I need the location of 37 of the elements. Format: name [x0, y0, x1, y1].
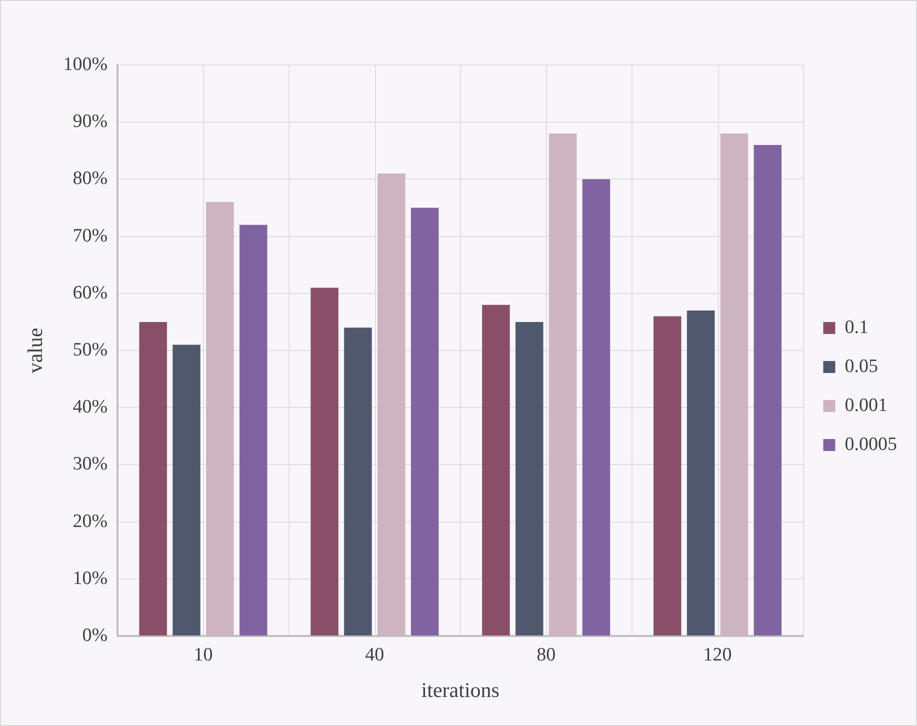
bar — [516, 322, 544, 636]
bar — [139, 322, 167, 636]
y-tick-label: 80% — [72, 168, 108, 190]
y-tick-label: 10% — [72, 568, 108, 589]
bar — [582, 179, 610, 636]
y-tick-label: 0% — [82, 624, 108, 646]
bar — [344, 328, 372, 636]
legend-label: 0.05 — [844, 356, 878, 377]
y-tick-label: 50% — [72, 339, 108, 360]
y-tick-label: 60% — [72, 282, 108, 304]
y-tick-label: 20% — [72, 510, 108, 532]
bar — [654, 316, 682, 636]
y-tick-label: 40% — [72, 396, 108, 418]
y-tick-label: 100% — [63, 54, 108, 75]
legend-label: 0.1 — [844, 316, 868, 338]
bar — [754, 144, 782, 636]
bar — [206, 202, 234, 636]
bar — [172, 344, 200, 636]
bar — [378, 173, 406, 636]
y-axis-title: value — [23, 328, 48, 374]
x-tick-label: 80 — [536, 644, 556, 666]
x-tick-label: 40 — [365, 644, 384, 666]
y-tick-label: 30% — [72, 454, 108, 475]
bar — [720, 134, 748, 636]
bar — [482, 304, 510, 636]
bar — [410, 208, 439, 636]
bar — [548, 134, 577, 636]
bar — [240, 224, 268, 636]
bar — [310, 288, 338, 636]
x-axis-title: iterations — [421, 678, 500, 702]
legend-label: 0.001 — [844, 394, 888, 416]
legend-label: 0.0005 — [844, 434, 897, 455]
bar — [686, 310, 715, 636]
y-tick-label: 70% — [72, 225, 108, 246]
x-tick-label: 10 — [194, 644, 213, 666]
x-tick-label: 120 — [703, 644, 732, 666]
y-tick-label: 90% — [72, 111, 108, 132]
